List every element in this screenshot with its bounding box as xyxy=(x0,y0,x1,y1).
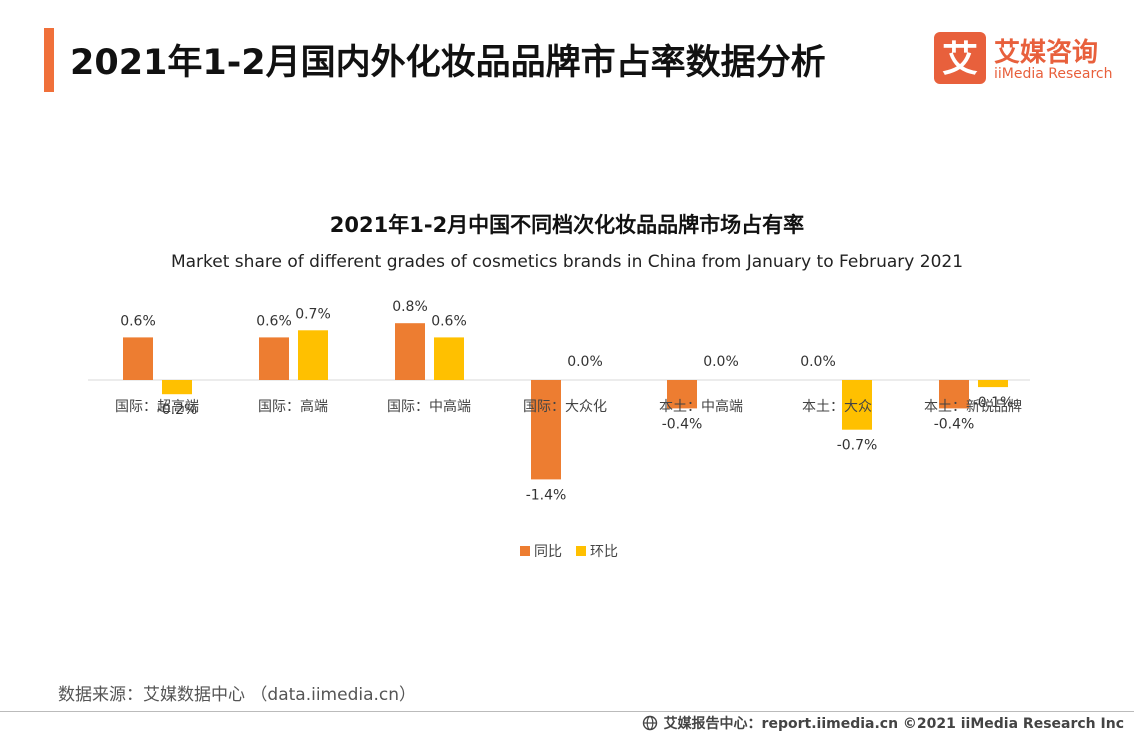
data-label-yoy-3: -1.4% xyxy=(526,487,567,503)
data-label-yoy-0: 0.6% xyxy=(120,313,156,329)
chart-title: 2021年1-2月中国不同档次化妆品品牌市场占有率 xyxy=(329,213,805,237)
legend-swatch-yoy xyxy=(520,546,530,556)
data-label-mom-6: -0.1% xyxy=(973,395,1014,411)
category-label-0: 国际：超高端 xyxy=(115,398,199,415)
data-label-mom-5: -0.7% xyxy=(837,438,878,454)
legend-label-mom: 环比 xyxy=(590,544,618,560)
page-title: 2021年1-2月国内外化妆品品牌市占率数据分析 xyxy=(70,43,826,83)
bar-yoy-6 xyxy=(939,380,969,409)
category-label-4: 本土：中高端 xyxy=(659,398,743,415)
footer: 艾媒报告中心：report.iimedia.cn ©2021 iiMedia R… xyxy=(642,713,1124,733)
data-label-yoy-5: 0.0% xyxy=(800,354,836,370)
bar-mom-6 xyxy=(978,380,1008,388)
logo-name-en: iiMedia Research xyxy=(994,66,1113,82)
footer-divider xyxy=(0,711,1134,712)
logo-name-cn: 艾媒咨询 xyxy=(994,38,1099,68)
category-label-3: 国际：大众化 xyxy=(523,399,607,415)
legend-label-yoy: 同比 xyxy=(534,544,562,560)
brand-logo: 艾 艾媒咨询 iiMedia Research xyxy=(934,32,1114,86)
data-label-mom-0: -0.2% xyxy=(157,402,198,418)
legend-swatch-mom xyxy=(576,546,586,556)
bar-yoy-4 xyxy=(667,380,697,409)
data-label-yoy-2: 0.8% xyxy=(392,299,428,315)
category-label-5: 本土：大众 xyxy=(802,399,872,415)
bar-yoy-0 xyxy=(123,337,153,380)
bar-mom-2 xyxy=(434,337,464,380)
bar-yoy-2 xyxy=(395,323,425,380)
data-label-mom-4: 0.0% xyxy=(703,354,739,370)
bar-mom-0 xyxy=(162,380,192,395)
bar-yoy-1 xyxy=(259,337,289,380)
data-label-yoy-6: -0.4% xyxy=(934,416,975,432)
data-label-mom-3: 0.0% xyxy=(567,354,603,370)
category-label-1: 国际：高端 xyxy=(258,398,328,415)
title-accent-bar xyxy=(44,28,54,92)
bar-mom-1 xyxy=(298,330,328,380)
data-label-mom-1: 0.7% xyxy=(295,306,331,322)
category-label-6: 本土：新锐品牌 xyxy=(924,398,1022,415)
logo-mark-icon: 艾 xyxy=(934,32,986,84)
chart-subtitle: Market share of different grades of cosm… xyxy=(170,252,964,272)
logo-mark-glyph: 艾 xyxy=(942,39,978,80)
bar-yoy-3 xyxy=(531,380,561,480)
data-label-yoy-1: 0.6% xyxy=(256,313,292,329)
footer-text: 艾媒报告中心：report.iimedia.cn ©2021 iiMedia R… xyxy=(663,716,1124,732)
category-label-2: 国际：中高端 xyxy=(387,398,471,415)
data-source: 数据来源：艾媒数据中心 （data.iimedia.cn） xyxy=(58,685,417,705)
bar-mom-5 xyxy=(842,380,872,430)
data-label-yoy-4: -0.4% xyxy=(662,416,703,432)
data-label-mom-2: 0.6% xyxy=(431,313,467,329)
globe-icon xyxy=(642,715,658,731)
